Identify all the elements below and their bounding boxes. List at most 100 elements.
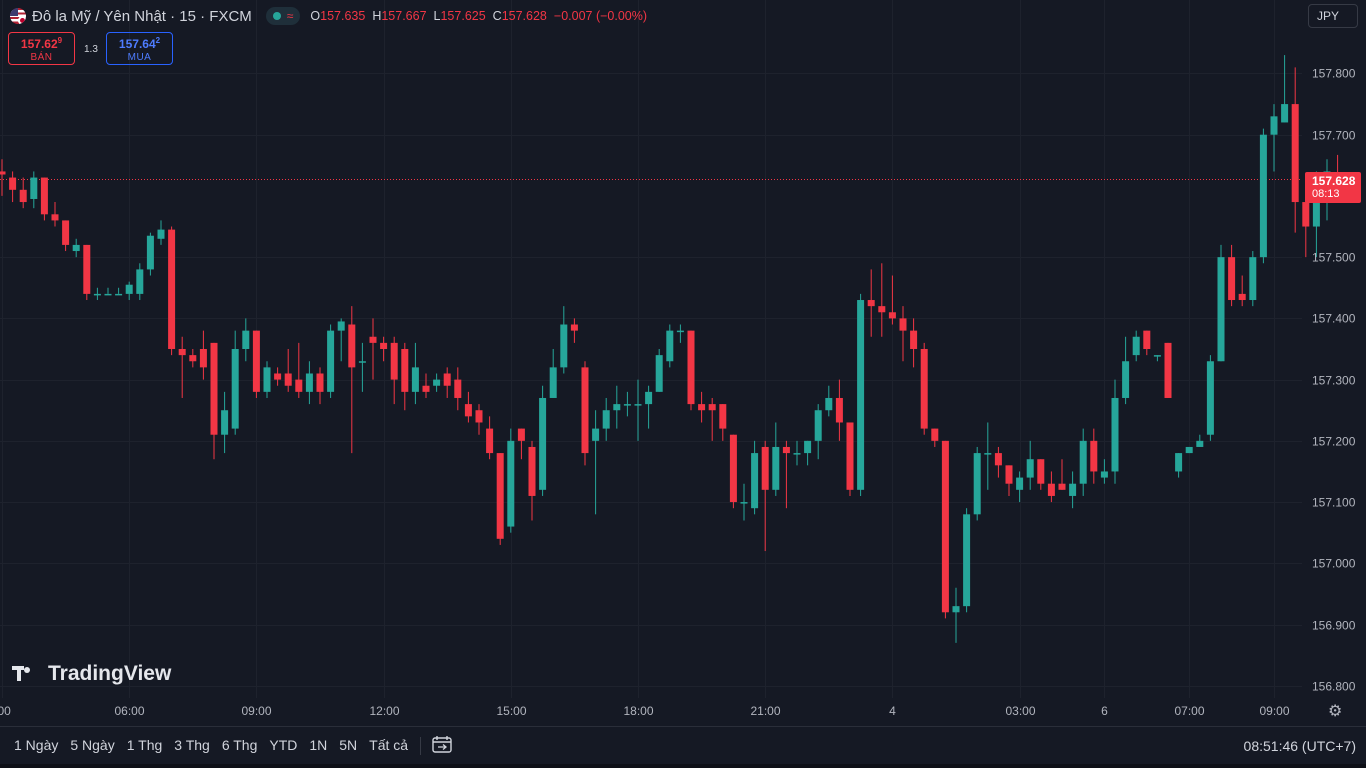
range-5y-button[interactable]: 5N <box>339 737 358 753</box>
time-axis[interactable]: :00 06:00 09:00 12:00 15:00 18:00 21:00 4 03:00 6… <box>0 704 1290 718</box>
candle <box>72 238 80 258</box>
market-status-pill[interactable]: ≈ <box>265 7 301 25</box>
price-tick-label: 157.200 <box>1312 435 1356 449</box>
candle <box>157 220 165 245</box>
candle <box>878 263 886 337</box>
buy-button[interactable]: 157.642 MUA <box>106 32 173 65</box>
candle-body <box>592 428 600 441</box>
range-ytd-button[interactable]: YTD <box>269 737 298 753</box>
candle <box>486 416 494 460</box>
candle-body <box>782 446 790 454</box>
candle-body <box>740 502 748 504</box>
spread-value: 1.3 <box>84 44 98 55</box>
candle-body <box>835 397 843 423</box>
candle <box>814 404 822 460</box>
candle-body <box>0 171 6 175</box>
time-tick-label: 09:00 <box>1259 704 1289 718</box>
candle-body <box>846 422 854 490</box>
range-all-button[interactable]: Tất cả <box>369 737 409 753</box>
clock-timezone[interactable]: 08:51:46 (UTC+7) <box>1243 738 1356 754</box>
candle <box>740 483 748 521</box>
candle-body <box>316 373 324 392</box>
candle-body <box>581 367 589 454</box>
candle-body <box>263 367 271 392</box>
candle <box>327 324 335 398</box>
candle-body <box>1206 361 1214 435</box>
candle <box>40 177 48 221</box>
bottom-strip <box>0 764 1366 768</box>
candle-body <box>793 453 801 455</box>
candle-body <box>115 293 123 296</box>
tradingview-watermark[interactable]: TradingView <box>12 662 171 686</box>
calendar-range-icon[interactable] <box>432 736 452 754</box>
candle <box>973 446 981 521</box>
candle-body <box>1196 440 1204 447</box>
candle-body <box>857 300 865 490</box>
time-tick-label: 18:00 <box>623 704 653 718</box>
candle-body <box>189 355 197 362</box>
candle <box>984 422 992 490</box>
candle <box>539 385 547 496</box>
range-1d-button[interactable]: 1 Ngày <box>14 737 59 753</box>
candle <box>1281 55 1289 123</box>
candle-body <box>51 214 59 221</box>
candle-body <box>772 446 780 490</box>
range-1m-button[interactable]: 1 Thg <box>126 737 163 753</box>
candle-body <box>1164 342 1172 398</box>
candle-body <box>104 293 112 296</box>
price-tick-label: 157.300 <box>1312 374 1356 388</box>
gear-icon[interactable]: ⚙ <box>1328 703 1343 720</box>
candle <box>1016 471 1024 503</box>
range-5d-button[interactable]: 5 Ngày <box>70 737 115 753</box>
candle <box>602 397 610 441</box>
sell-button[interactable]: 157.629 BÁN <box>8 32 75 65</box>
candle-body <box>1153 355 1161 357</box>
candle <box>1069 471 1077 509</box>
candle-body <box>867 300 875 307</box>
candle-body <box>560 324 568 368</box>
price-tick-label: 157.000 <box>1312 557 1356 571</box>
candle <box>284 349 292 392</box>
candle <box>761 440 769 552</box>
candle <box>560 306 568 374</box>
range-buttons: 1 Ngày 5 Ngày 1 Thg 3 Thg 6 Thg YTD 1N 5… <box>8 737 414 753</box>
wave-icon: ≈ <box>286 9 294 23</box>
candle-body <box>645 391 653 405</box>
candle-body <box>507 440 515 527</box>
candlestick-chart[interactable]: 156.800 156.900 157.000 157.100 157.200 157.3… <box>0 0 1366 726</box>
candle-body <box>698 404 706 411</box>
candle-body <box>994 453 1002 466</box>
candle <box>146 232 154 276</box>
candle <box>1217 244 1225 362</box>
candle <box>316 367 324 405</box>
candle <box>1238 275 1246 307</box>
candle <box>867 269 875 337</box>
candle-body <box>486 428 494 454</box>
range-1y-button[interactable]: 1N <box>309 737 328 753</box>
candle-body <box>305 373 313 392</box>
candle <box>708 397 716 441</box>
candle <box>1005 465 1013 496</box>
candle <box>899 306 907 362</box>
candle <box>295 342 303 398</box>
candle-body <box>9 177 17 190</box>
range-3m-button[interactable]: 3 Thg <box>174 737 210 753</box>
candle-body <box>295 379 303 392</box>
candle <box>592 410 600 515</box>
candle <box>1026 440 1034 490</box>
candle <box>210 342 218 460</box>
time-tick-label: :00 <box>0 704 11 718</box>
toolbar-divider <box>420 737 421 755</box>
candle-body <box>655 355 663 392</box>
candle <box>1164 342 1172 398</box>
candle-body <box>941 440 949 613</box>
candle <box>136 263 144 301</box>
currency-button[interactable]: JPY <box>1308 4 1358 28</box>
candle-body <box>433 379 441 386</box>
candle <box>931 428 939 447</box>
symbol-title[interactable]: Đô la Mỹ / Yên Nhật · 15 · FXCM <box>32 7 252 25</box>
candle <box>613 385 621 429</box>
candle-body <box>920 349 928 429</box>
price-axis[interactable]: 156.800 156.900 157.000 157.100 157.200 157.3… <box>1312 67 1356 694</box>
range-6m-button[interactable]: 6 Thg <box>221 737 258 753</box>
